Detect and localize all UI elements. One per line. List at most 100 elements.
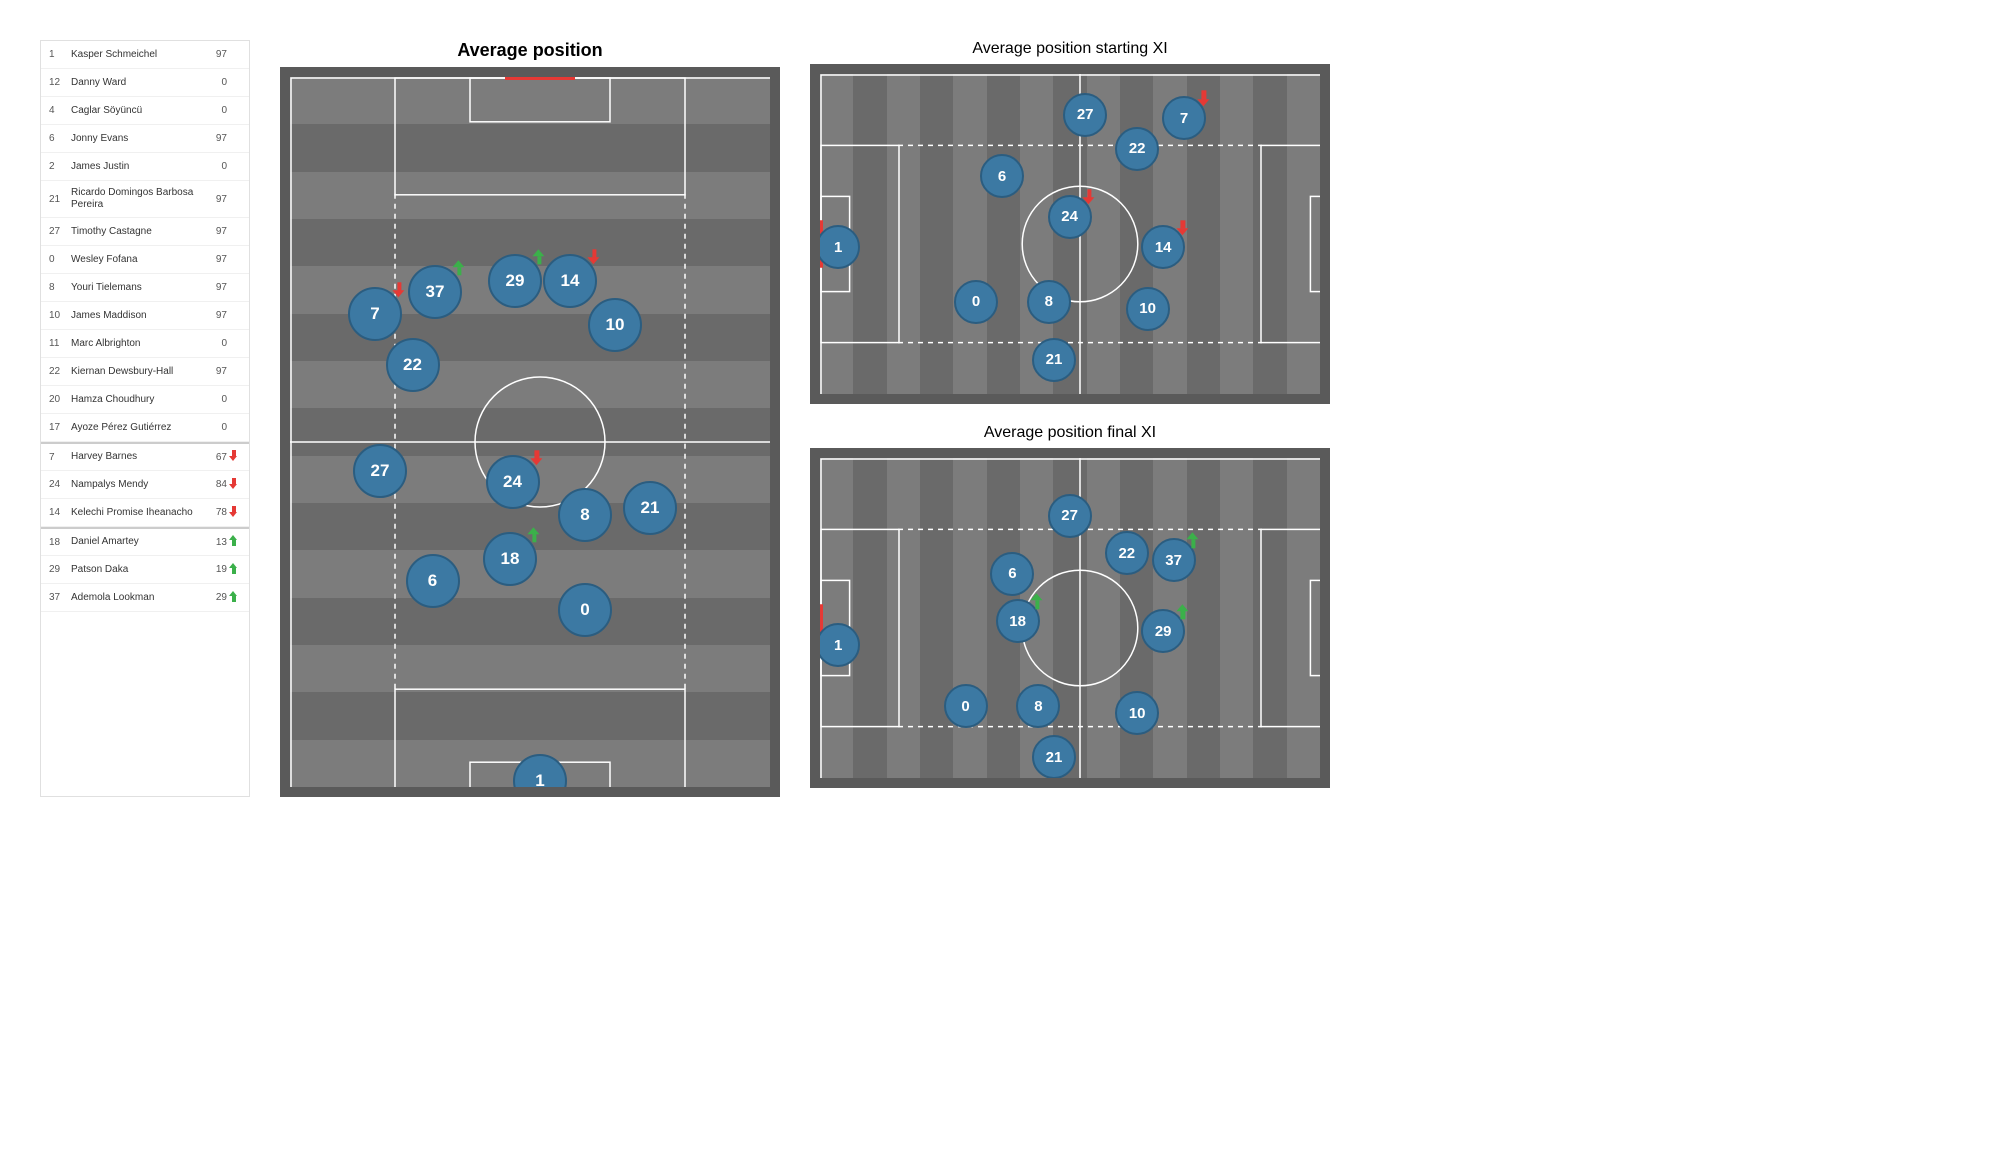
roster-sub-indicator xyxy=(227,535,241,549)
roster-player-name: Kiernan Dewsbury-Hall xyxy=(71,366,203,378)
roster-minutes: 0 xyxy=(203,422,227,433)
roster-player-name: Harvey Barnes xyxy=(71,451,203,463)
player-marker: 27 xyxy=(1048,494,1092,538)
roster-minutes: 97 xyxy=(203,226,227,237)
sub-on-icon xyxy=(528,527,541,542)
roster-number: 37 xyxy=(49,592,71,603)
roster-minutes: 0 xyxy=(203,161,227,172)
roster-row: 8Youri Tielemans97 xyxy=(41,274,249,302)
main-pitch-panel: Average position 16018218242722737291410 xyxy=(280,40,780,797)
roster-row: 21Ricardo Domingos Barbosa Pereira97 xyxy=(41,181,249,218)
roster-player-name: Youri Tielemans xyxy=(71,282,203,294)
roster-minutes: 97 xyxy=(203,366,227,377)
sub-on-icon xyxy=(1031,594,1044,609)
player-marker: 10 xyxy=(1126,287,1170,331)
roster-row: 7Harvey Barnes67 xyxy=(41,442,249,471)
sub-off-icon xyxy=(1083,189,1096,204)
player-marker: 22 xyxy=(1105,531,1149,575)
player-marker: 0 xyxy=(944,684,988,728)
roster-number: 29 xyxy=(49,564,71,575)
roster-minutes: 29 xyxy=(203,592,227,603)
roster-player-name: Daniel Amartey xyxy=(71,536,203,548)
roster-player-name: Nampalys Mendy xyxy=(71,479,203,491)
roster-number: 8 xyxy=(49,282,71,293)
right-column: Average position starting XI 16021824272… xyxy=(810,40,1330,797)
starting-xi-pitch: 16021824272271014 xyxy=(810,64,1330,404)
roster-minutes: 19 xyxy=(203,564,227,575)
roster-number: 12 xyxy=(49,77,71,88)
roster-number: 20 xyxy=(49,394,71,405)
player-marker: 10 xyxy=(588,298,642,352)
roster-minutes: 0 xyxy=(203,394,227,405)
player-marker: 0 xyxy=(558,583,612,637)
roster-row: 17Ayoze Pérez Gutiérrez0 xyxy=(41,414,249,442)
sub-off-icon xyxy=(1197,91,1210,106)
roster-number: 10 xyxy=(49,310,71,321)
roster-row: 18Daniel Amartey13 xyxy=(41,527,249,556)
main-pitch: 16018218242722737291410 xyxy=(280,67,780,797)
roster-row: 12Danny Ward0 xyxy=(41,69,249,97)
roster-player-name: Caglar Söyüncü xyxy=(71,105,203,117)
roster-number: 21 xyxy=(49,194,71,205)
roster-player-name: Patson Daka xyxy=(71,564,203,576)
roster-number: 22 xyxy=(49,366,71,377)
roster-number: 24 xyxy=(49,479,71,490)
roster-row: 29Patson Daka19 xyxy=(41,556,249,584)
roster-minutes: 0 xyxy=(203,338,227,349)
roster-player-name: Jonny Evans xyxy=(71,133,203,145)
player-marker: 21 xyxy=(1032,735,1076,779)
roster-player-name: Danny Ward xyxy=(71,77,203,89)
roster-player-name: Hamza Choudhury xyxy=(71,394,203,406)
roster-number: 14 xyxy=(49,507,71,518)
sub-off-icon xyxy=(530,450,543,465)
starting-xi-title: Average position starting XI xyxy=(972,40,1167,58)
player-marker: 8 xyxy=(1016,684,1060,728)
roster-minutes: 13 xyxy=(203,537,227,548)
player-marker: 22 xyxy=(386,338,440,392)
roster-player-name: Ayoze Pérez Gutiérrez xyxy=(71,422,203,434)
player-marker: 10 xyxy=(1115,691,1159,735)
roster-minutes: 97 xyxy=(203,254,227,265)
roster-player-name: James Maddison xyxy=(71,310,203,322)
roster-number: 17 xyxy=(49,422,71,433)
roster-row: 0Wesley Fofana97 xyxy=(41,246,249,274)
player-marker: 27 xyxy=(1063,93,1107,137)
starting-xi-panel: Average position starting XI 16021824272… xyxy=(810,40,1330,404)
player-marker: 0 xyxy=(954,280,998,324)
roster-player-name: Ademola Lookman xyxy=(71,592,203,604)
roster-row: 10James Maddison97 xyxy=(41,302,249,330)
player-marker: 21 xyxy=(1032,338,1076,382)
roster-minutes: 97 xyxy=(203,49,227,60)
player-roster-table: 1Kasper Schmeichel9712Danny Ward04Caglar… xyxy=(40,40,250,797)
roster-row: 27Timothy Castagne97 xyxy=(41,218,249,246)
roster-player-name: Wesley Fofana xyxy=(71,254,203,266)
roster-minutes: 97 xyxy=(203,133,227,144)
roster-row: 14Kelechi Promise Iheanacho78 xyxy=(41,499,249,527)
roster-sub-indicator xyxy=(227,563,241,577)
player-marker: 27 xyxy=(353,444,407,498)
sub-on-icon xyxy=(1187,532,1200,547)
roster-minutes: 0 xyxy=(203,105,227,116)
player-marker: 1 xyxy=(816,623,860,667)
player-marker: 6 xyxy=(990,552,1034,596)
sub-on-icon xyxy=(533,249,546,264)
roster-number: 0 xyxy=(49,254,71,265)
player-marker: 8 xyxy=(558,488,612,542)
roster-sub-indicator xyxy=(227,591,241,605)
sub-off-icon xyxy=(1176,220,1189,235)
player-marker: 8 xyxy=(1027,280,1071,324)
roster-minutes: 0 xyxy=(203,77,227,88)
roster-row: 11Marc Albrighton0 xyxy=(41,330,249,358)
roster-player-name: Kelechi Promise Iheanacho xyxy=(71,507,203,519)
roster-player-name: Timothy Castagne xyxy=(71,226,203,238)
roster-number: 6 xyxy=(49,133,71,144)
roster-minutes: 78 xyxy=(203,507,227,518)
roster-row: 4Caglar Söyüncü0 xyxy=(41,97,249,125)
sub-off-icon xyxy=(229,478,239,489)
roster-number: 11 xyxy=(49,338,71,349)
roster-player-name: Marc Albrighton xyxy=(71,338,203,350)
roster-minutes: 97 xyxy=(203,194,227,205)
layout-container: 1Kasper Schmeichel9712Danny Ward04Caglar… xyxy=(40,40,1960,797)
roster-number: 4 xyxy=(49,105,71,116)
roster-number: 1 xyxy=(49,49,71,60)
